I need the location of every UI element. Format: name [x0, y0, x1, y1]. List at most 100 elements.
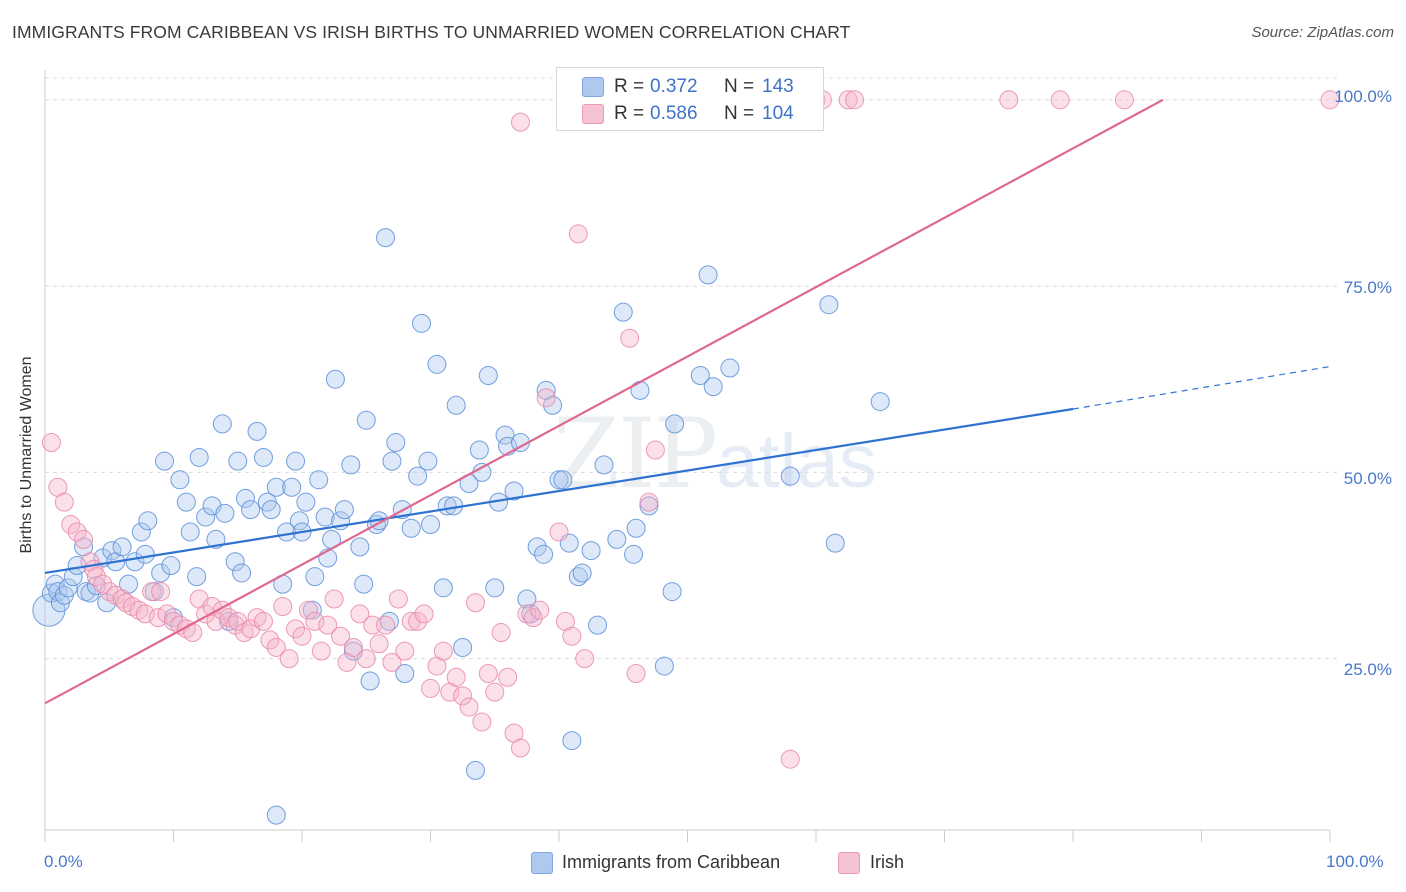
irish-point [459, 697, 479, 717]
caribbean-point [607, 529, 627, 549]
caribbean-point [626, 518, 646, 538]
legend-r-label: R = [614, 76, 645, 97]
irish-point [523, 608, 543, 628]
irish-point [465, 593, 485, 613]
caribbean-point [401, 518, 421, 538]
irish-point [41, 433, 61, 453]
irish-point [530, 600, 550, 620]
caribbean-point [350, 537, 370, 557]
legend-r-value: 0.586 [650, 103, 698, 124]
caribbean-point [553, 470, 573, 490]
irish-point [388, 589, 408, 609]
irish-point [67, 522, 87, 542]
irish-point [639, 492, 659, 512]
caribbean-point [624, 544, 644, 564]
irish-point [845, 90, 865, 110]
caribbean-point [408, 466, 428, 486]
caribbean-point [315, 507, 335, 527]
irish-point [292, 626, 312, 646]
caribbean-point [247, 421, 267, 441]
caribbean-point [232, 563, 252, 583]
caribbean-point [286, 451, 306, 471]
irish-point [260, 630, 280, 650]
caribbean-point [780, 466, 800, 486]
caribbean-point [527, 537, 547, 557]
irish-point [356, 649, 376, 669]
irish-point [376, 615, 396, 635]
caribbean-point [161, 555, 181, 575]
legend-n-label: N = [724, 76, 755, 97]
caribbean-point [472, 462, 492, 482]
bottom-legend-swatch-irish [838, 852, 860, 874]
irish-point [645, 440, 665, 460]
caribbean-point [176, 492, 196, 512]
irish-point [318, 615, 338, 635]
caribbean-point [253, 447, 273, 467]
caribbean-point [356, 410, 376, 430]
caribbean-point [613, 302, 633, 322]
caribbean-point [690, 365, 710, 385]
y-axis-label: Births to Unmarried Women [18, 356, 35, 554]
y-tick-label-75: 75.0% [1343, 278, 1392, 297]
x-tick-label-0: 0.0% [44, 852, 83, 871]
caribbean-point [543, 395, 563, 415]
irish-point [151, 582, 171, 602]
caribbean-point [478, 365, 498, 385]
caribbean-point [630, 380, 650, 400]
irish-point [331, 626, 351, 646]
caribbean-trend-extension [1072, 365, 1331, 410]
irish-point [279, 649, 299, 669]
irish-point [266, 637, 286, 657]
caribbean-point [131, 522, 151, 542]
caribbean-point [433, 578, 453, 598]
irish-point [838, 90, 858, 110]
irish-point [620, 328, 640, 348]
caribbean-point [170, 470, 190, 490]
caribbean-point [225, 552, 245, 572]
irish-point [1114, 90, 1134, 110]
caribbean-point [594, 455, 614, 475]
irish-point [157, 604, 177, 624]
x-tick-label-100: 100.0% [1326, 852, 1384, 871]
irish-point [478, 664, 498, 684]
irish-point [382, 652, 402, 672]
y-tick-label-25: 25.0% [1343, 660, 1392, 679]
caribbean-point [212, 414, 232, 434]
irish-point [86, 567, 106, 587]
caribbean-point [305, 567, 325, 587]
caribbean-point [654, 656, 674, 676]
irish-point [350, 604, 370, 624]
caribbean-point [282, 477, 302, 497]
caribbean-point [825, 533, 845, 553]
caribbean-point [266, 477, 286, 497]
caribbean-point [241, 500, 261, 520]
caribbean-point [196, 507, 216, 527]
caribbean-point [662, 582, 682, 602]
irish-point [780, 749, 800, 769]
legend-n-value: 143 [762, 76, 794, 97]
irish-point [485, 682, 505, 702]
irish-point [206, 611, 226, 631]
caribbean-point [180, 522, 200, 542]
source-label: Source: ZipAtlas.com [1251, 24, 1394, 41]
caribbean-point [446, 395, 466, 415]
irish-point [510, 112, 530, 132]
caribbean-point [517, 589, 537, 609]
caribbean-point [819, 295, 839, 315]
irish-point [273, 596, 293, 616]
watermark: ZIPatlas [553, 398, 877, 510]
irish-point [536, 388, 556, 408]
irish-point [421, 678, 440, 698]
irish-point [562, 626, 582, 646]
irish-point [491, 623, 511, 643]
caribbean-point [581, 541, 601, 561]
legend-swatch-irish [582, 104, 604, 124]
watermark-zip: ZIP [553, 398, 718, 510]
irish-point [311, 641, 331, 661]
legend-r-value: 0.372 [650, 76, 698, 97]
caribbean-point [112, 537, 132, 557]
irish-point [234, 623, 254, 643]
irish-point [74, 529, 94, 549]
caribbean-point [588, 615, 608, 635]
